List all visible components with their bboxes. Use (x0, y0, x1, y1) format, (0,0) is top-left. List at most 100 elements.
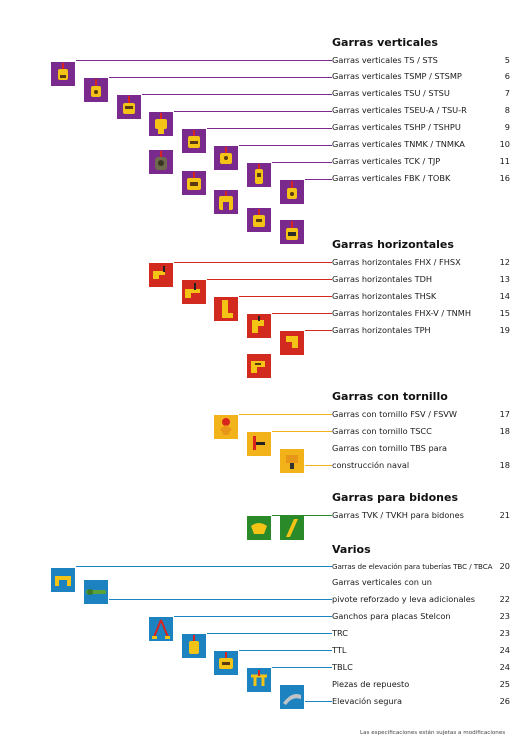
toc-page: 23 (499, 628, 510, 638)
toc-row[interactable]: Garras horizontales TPH 19 (332, 324, 510, 337)
clamp-photo (247, 163, 271, 187)
clamp-photo (117, 95, 141, 119)
disclaimer: Las especificaciones están sujetas a mod… (360, 730, 506, 736)
toc-row[interactable]: Garras con tornillo TSCC 18 (332, 425, 510, 438)
toc-page: 11 (499, 156, 510, 166)
toc-page: 25 (499, 679, 510, 689)
toc-page: 6 (504, 71, 510, 81)
toc-row[interactable]: Garras TVK / TVKH para bidones 21 (332, 509, 510, 522)
clamp-photo (182, 129, 206, 153)
toc-label: Elevación segura (332, 696, 402, 706)
toc-row[interactable]: TRC 23 (332, 627, 510, 640)
section-title-bidones: Garras para bidones (332, 491, 458, 504)
toc-label: Garras verticales FBK / TOBK (332, 173, 451, 183)
toc-row[interactable]: Garras verticales TCK / TJP 11 (332, 155, 510, 168)
connector-line (76, 566, 332, 567)
connector-line (305, 701, 332, 702)
toc-label: Garras horizontales TDH (332, 274, 433, 284)
toc-page: 18 (499, 460, 510, 470)
clamp-photo (149, 617, 173, 641)
toc-label: Garras horizontales THSK (332, 291, 437, 301)
toc-label: construcción naval (332, 460, 410, 470)
clamp-photo (247, 354, 271, 378)
toc-row[interactable]: Garras verticales TSMP / STSMP 6 (332, 70, 510, 83)
toc-label: Garras con tornillo TBS para (332, 443, 448, 453)
toc-page: 18 (499, 426, 510, 436)
connector-line (142, 94, 332, 95)
toc-row[interactable]: Ganchos para placas Stelcon 23 (332, 610, 510, 623)
toc-label: Garras verticales TCK / TJP (332, 156, 441, 166)
clamp-photo (214, 297, 238, 321)
clamp-photo (247, 208, 271, 232)
clamp-photo (182, 171, 206, 195)
toc-page: 22 (499, 594, 510, 604)
clamp-photo (214, 651, 238, 675)
toc-row[interactable]: construcción naval 18 (332, 459, 510, 472)
connector-line (239, 145, 332, 146)
connector-line (109, 599, 332, 600)
clamp-photo (149, 112, 173, 136)
toc-label: pivote reforzado y leva adicionales (332, 594, 476, 604)
toc-row[interactable]: Garras horizontales FHX / FHSX 12 (332, 256, 510, 269)
toc-page: 14 (499, 291, 510, 301)
toc-label: Garras verticales TSMP / STSMP (332, 71, 462, 81)
toc-label: Garras verticales TNMK / TNMKA (332, 139, 465, 149)
connector-line (207, 128, 332, 129)
clamp-photo (214, 146, 238, 170)
toc-row[interactable]: Piezas de repuesto 25 (332, 678, 510, 691)
toc-row[interactable]: pivote reforzado y leva adicionales 22 (332, 593, 510, 606)
toc-row[interactable]: Garras horizontales FHX-V / TNMH 15 (332, 307, 510, 320)
toc-page: 5 (504, 55, 510, 65)
toc-row[interactable]: Garras con tornillo FSV / FSVW 17 (332, 408, 510, 421)
toc-row[interactable]: TBLC 24 (332, 661, 510, 674)
toc-page: 13 (499, 274, 510, 284)
toc-page: 24 (499, 662, 510, 672)
connector-line (305, 465, 332, 466)
toc-row[interactable]: Garras de elevación para tuberías TBC / … (332, 560, 510, 573)
toc-label: TRC (332, 628, 348, 638)
clamp-photo (51, 62, 75, 86)
toc-row[interactable]: Garras verticales FBK / TOBK 16 (332, 172, 510, 185)
clamp-photo (280, 331, 304, 355)
toc-row[interactable]: Garras verticales TNMK / TNMKA 10 (332, 138, 510, 151)
connector-line (272, 431, 332, 432)
toc-page: 26 (499, 696, 510, 706)
toc-row[interactable]: Garras verticales TS / STS 5 (332, 54, 510, 67)
toc-page: 19 (499, 325, 510, 335)
toc-page: 15 (499, 308, 510, 318)
toc-label: Garras horizontales FHX-V / TNMH (332, 308, 472, 318)
toc-label: Garras de elevación para tuberías TBC / … (332, 562, 493, 571)
toc-row[interactable]: Garras verticales con un (332, 576, 510, 589)
toc-page: 24 (499, 645, 510, 655)
connector-line (272, 515, 332, 516)
toc-label: Garras verticales TS / STS (332, 55, 438, 65)
toc-label: Garras con tornillo FSV / FSVW (332, 409, 457, 419)
toc-row[interactable]: Garras horizontales THSK 14 (332, 290, 510, 303)
toc-row[interactable]: Elevación segura 26 (332, 695, 510, 708)
section-title-horizontal: Garras horizontales (332, 238, 454, 251)
clamp-photo (51, 568, 75, 592)
connector-line (305, 179, 332, 180)
toc-row[interactable]: Garras verticales TSHP / TSHPU 9 (332, 121, 510, 134)
toc-row[interactable]: Garras verticales TSEU-A / TSU-R 8 (332, 104, 510, 117)
clamp-photo (182, 280, 206, 304)
connector-line (239, 650, 332, 651)
toc-page: 20 (499, 561, 510, 571)
toc-page: 23 (499, 611, 510, 621)
clamp-photo (247, 668, 271, 692)
toc-row[interactable]: Garras horizontales TDH 13 (332, 273, 510, 286)
toc-page: 16 (499, 173, 510, 183)
connector-line (239, 296, 332, 297)
connector-line (174, 262, 332, 263)
toc-row[interactable]: Garras verticales TSU / STSU 7 (332, 87, 510, 100)
clamp-photo (280, 220, 304, 244)
toc-page: 21 (499, 510, 510, 520)
toc-label: Garras horizontales TPH (332, 325, 431, 335)
toc-row[interactable]: Garras con tornillo TBS para (332, 442, 510, 455)
toc-row[interactable]: TTL 24 (332, 644, 510, 657)
toc-label: TTL (332, 645, 347, 655)
section-title-varios: Varios (332, 543, 371, 556)
clamp-photo (149, 150, 173, 174)
connector-line (76, 60, 332, 61)
toc-label: Garras TVK / TVKH para bidones (332, 510, 464, 520)
